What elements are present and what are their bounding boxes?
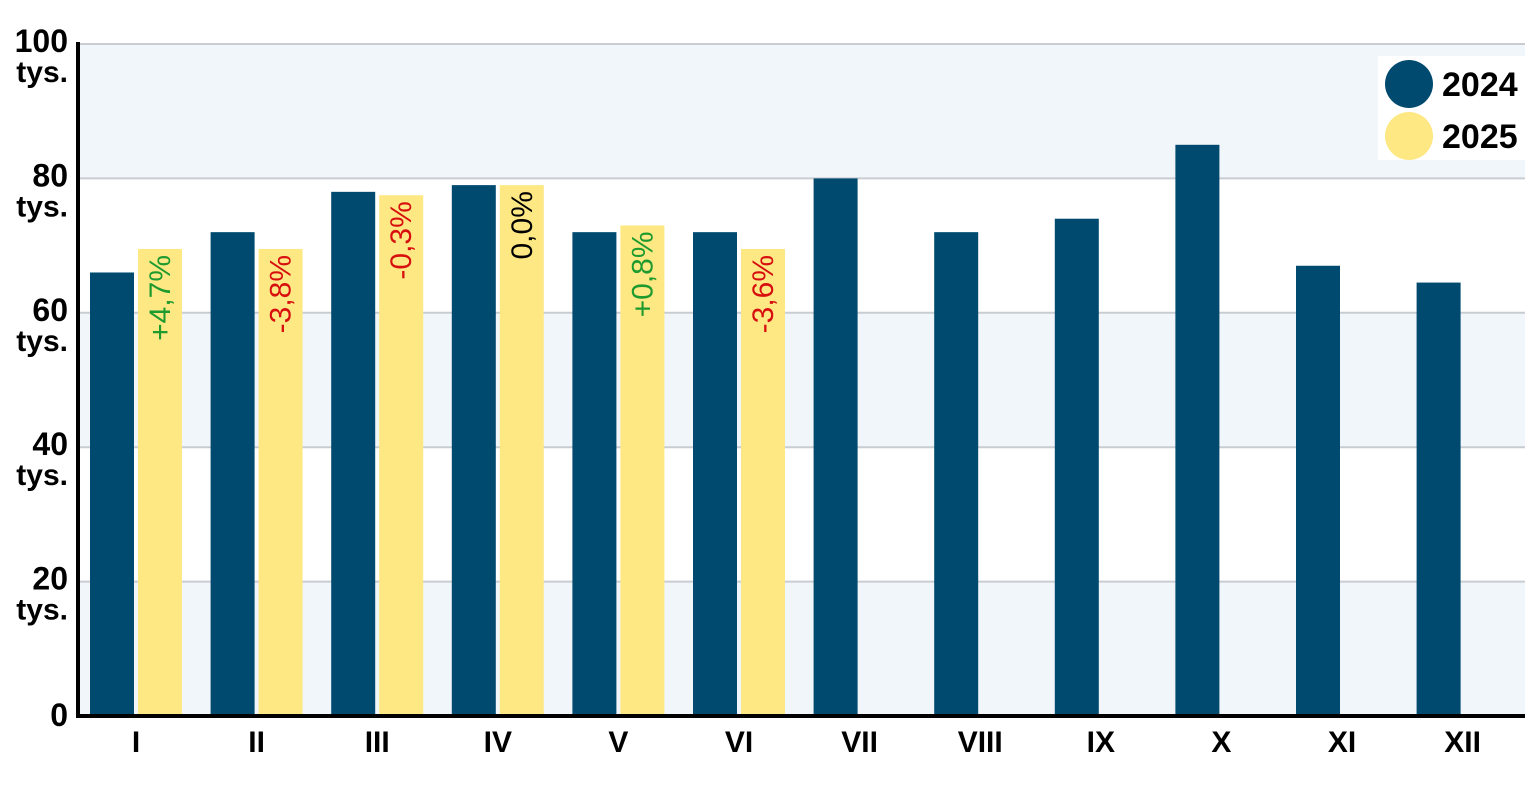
background-band: [78, 312, 1525, 448]
x-tick-label-III: III: [365, 726, 390, 759]
bar-2025-V: [620, 225, 665, 716]
x-tick-labels: I II III IV V VI VII VIII IX X XI XII: [132, 726, 1481, 759]
bar-2024-III: [331, 191, 376, 717]
x-tick-label-XII: XII: [1444, 726, 1481, 759]
bar-2025-III: [379, 195, 424, 716]
change-label-V: +0,8%: [626, 231, 659, 317]
change-label-II: -3,8%: [265, 255, 298, 333]
x-tick-label-XI: XI: [1328, 726, 1356, 759]
x-tick-label-IV: IV: [484, 726, 512, 759]
x-tick-label-VIII: VIII: [958, 726, 1003, 759]
bar-2025-II: [258, 248, 303, 716]
x-tick-label-I: I: [132, 726, 140, 759]
y-tick-unit-label: tys.: [16, 190, 68, 223]
background-band: [78, 581, 1525, 716]
legend-swatch-2024: [1385, 60, 1433, 108]
change-label-I: +4,7%: [144, 255, 177, 341]
y-tick-label: 20: [32, 561, 68, 597]
bar-2024-X: [1175, 144, 1220, 717]
bar-2024-VI: [693, 232, 737, 716]
background-band: [78, 447, 1525, 582]
bar-2024-XII: [1416, 282, 1461, 716]
x-tick-label-X: X: [1211, 726, 1231, 759]
change-label-III: -0,3%: [385, 201, 418, 279]
bar-2024-I: [90, 272, 134, 716]
y-tick-label: 0: [50, 697, 68, 733]
bars: [90, 144, 1461, 717]
plot-background-bands: [78, 44, 1525, 716]
y-tick-label: 40: [32, 426, 68, 462]
y-tick-unit-label: tys.: [16, 459, 68, 492]
y-tick-unit-label: tys.: [16, 594, 68, 627]
legend-label-2024: 2024: [1442, 66, 1518, 104]
bar-2024-IX: [1054, 218, 1099, 716]
bar-2024-V: [572, 232, 617, 716]
bar-2024-IV: [451, 185, 496, 716]
x-tick-label-VII: VII: [841, 726, 878, 759]
bar-2024-VIII: [934, 232, 979, 716]
bar-2024-VII: [813, 178, 858, 716]
legend: 2024 2025: [1378, 56, 1528, 160]
y-tick-label: 80: [32, 157, 68, 193]
gridlines: [78, 43, 1525, 583]
change-label-IV: 0,0%: [506, 191, 539, 259]
bar-2025-VI: [741, 248, 785, 716]
bar-2024-XI: [1296, 265, 1340, 716]
axes: [76, 42, 1525, 718]
legend-label-2025: 2025: [1442, 118, 1518, 156]
y-tick-unit-label: tys.: [16, 325, 68, 358]
x-tick-label-II: II: [248, 726, 265, 759]
change-labels: +4,7% -3,8% -0,3% 0,0% +0,8% -3,6%: [144, 191, 780, 341]
change-label-VI: -3,6%: [747, 255, 780, 333]
y-tick-label: 60: [32, 292, 68, 328]
y-tick-unit-label: tys.: [16, 56, 68, 89]
background-band: [78, 178, 1525, 313]
x-tick-label-VI: VI: [725, 726, 753, 759]
bar-2024-II: [210, 232, 255, 716]
background-band: [78, 44, 1525, 179]
y-tick-label: 100: [15, 23, 68, 59]
x-tick-label-IX: IX: [1087, 726, 1115, 759]
bar-2025-I: [138, 248, 182, 716]
x-tick-label-V: V: [608, 726, 628, 759]
legend-swatch-2025: [1385, 112, 1433, 160]
bar-2025-IV: [499, 185, 544, 716]
